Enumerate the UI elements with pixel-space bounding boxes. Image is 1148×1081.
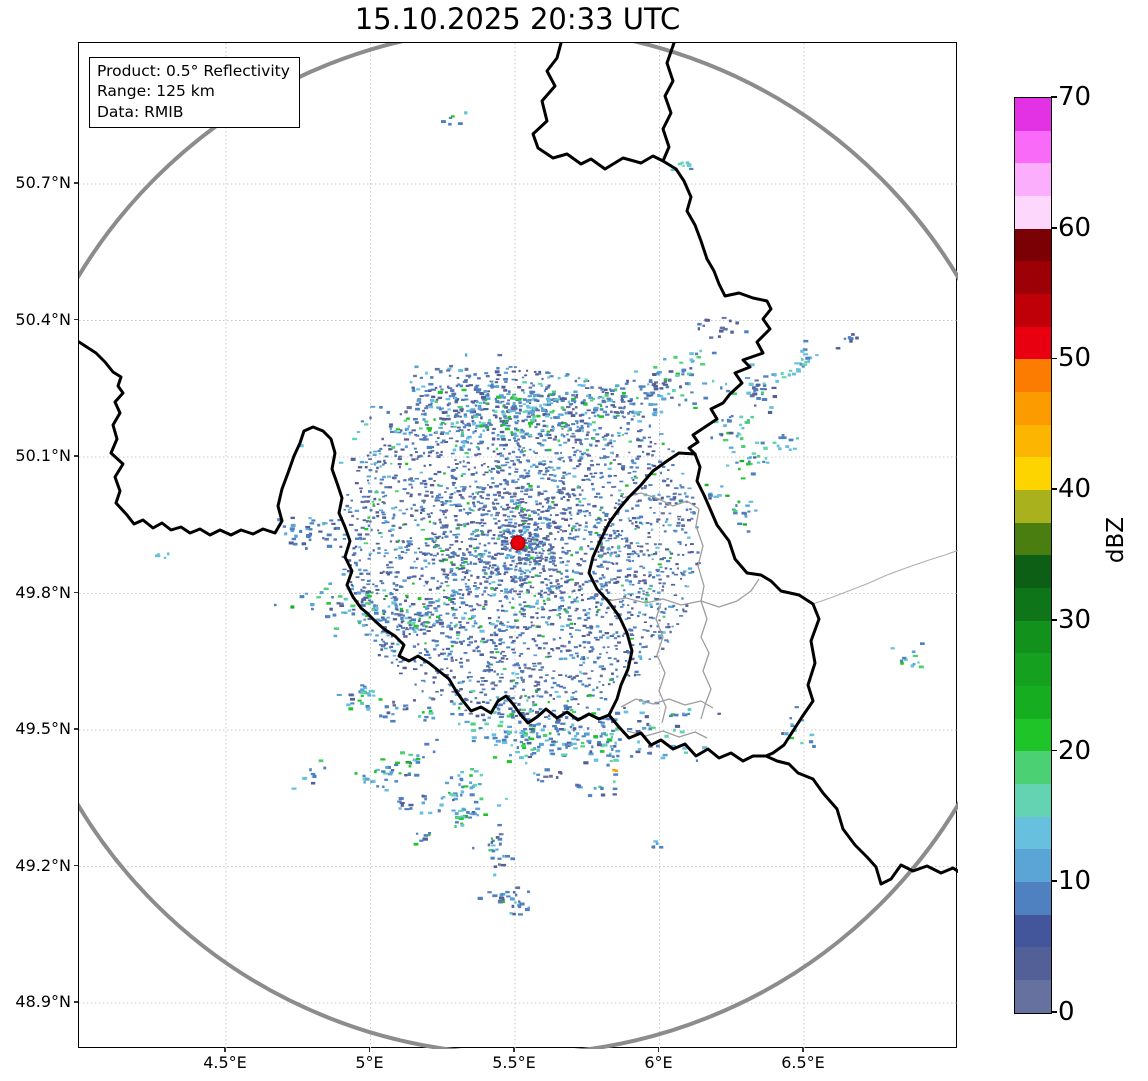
lat-tick-label: 49.2°N bbox=[15, 855, 71, 875]
lat-tick-mark bbox=[74, 864, 78, 867]
colorbar-cell bbox=[1015, 653, 1051, 687]
lat-tick-mark bbox=[74, 1001, 78, 1003]
info-box: Product: 0.5° Reflectivity Range: 125 km… bbox=[89, 57, 300, 129]
lon-tick-mark bbox=[802, 1048, 804, 1052]
colorbar-cell bbox=[1015, 816, 1051, 850]
colorbar-cell bbox=[1015, 261, 1051, 295]
border-be-lu bbox=[587, 451, 697, 717]
colorbar-cell bbox=[1015, 849, 1051, 883]
colorbar-tick-mark bbox=[1051, 96, 1057, 98]
colorbar-cell bbox=[1015, 620, 1051, 654]
colorbar-tick-mark bbox=[1051, 357, 1057, 360]
colorbar-cell bbox=[1015, 588, 1051, 621]
info-source: Data: RMIB bbox=[97, 102, 184, 121]
colorbar-tick-label: 10 bbox=[1058, 866, 1092, 897]
lat-tick-label: 50.7°N bbox=[15, 173, 71, 192]
lat-tick-mark bbox=[74, 591, 78, 594]
colorbar-cell bbox=[1015, 359, 1051, 393]
colorbar-cell bbox=[1015, 163, 1051, 197]
page-title: 15.10.2025 20:33 UTC bbox=[354, 2, 681, 36]
colorbar-cell bbox=[1015, 490, 1051, 523]
border-nl-de bbox=[661, 43, 676, 163]
lat-tick-label: 49.5°N bbox=[15, 719, 71, 738]
colorbar-cell bbox=[1015, 98, 1051, 131]
gridlines bbox=[79, 43, 958, 1049]
echo-layer bbox=[155, 111, 925, 916]
lon-tick-label: 6.5°E bbox=[781, 1053, 825, 1072]
colorbar-cell bbox=[1015, 980, 1051, 1013]
colorbar-cell bbox=[1015, 882, 1051, 915]
lon-tick-label: 6°E bbox=[644, 1053, 673, 1072]
colorbar-cell bbox=[1015, 522, 1051, 556]
border-be-nl bbox=[531, 43, 665, 171]
colorbar-cell bbox=[1015, 424, 1051, 458]
lon-tick-mark bbox=[368, 1048, 371, 1052]
colorbar-cell bbox=[1015, 784, 1051, 817]
colorbar bbox=[1014, 97, 1052, 1014]
lat-tick-label: 49.8°N bbox=[15, 582, 71, 602]
lon-tick-label: 5°E bbox=[355, 1053, 384, 1072]
colorbar-tick-label: 0 bbox=[1058, 997, 1075, 1027]
colorbar-tick-label: 50 bbox=[1058, 343, 1092, 374]
lat-tick-mark bbox=[74, 318, 78, 321]
colorbar-tick-mark bbox=[1051, 1011, 1057, 1013]
border-fr-de bbox=[764, 754, 958, 886]
colorbar-tick-mark bbox=[1051, 749, 1057, 752]
colorbar-cell bbox=[1015, 130, 1051, 164]
lat-tick-mark bbox=[74, 728, 78, 730]
border-fr-lu bbox=[607, 713, 768, 763]
colorbar-tick-mark bbox=[1051, 226, 1057, 229]
radar-site-marker bbox=[510, 535, 526, 551]
colorbar-tick-label: 30 bbox=[1058, 604, 1092, 635]
colorbar-tick-mark bbox=[1051, 619, 1057, 621]
colorbar-cell bbox=[1015, 457, 1051, 491]
border-be-de bbox=[661, 159, 773, 456]
colorbar-cell bbox=[1015, 718, 1051, 752]
radar-map bbox=[79, 43, 958, 1049]
colorbar-tick-mark bbox=[1051, 880, 1057, 883]
colorbar-cell bbox=[1015, 196, 1051, 229]
admin-borders bbox=[607, 492, 958, 739]
colorbar-cell bbox=[1015, 914, 1051, 948]
lat-tick-mark bbox=[74, 455, 78, 457]
colorbar-tick-label: 60 bbox=[1058, 212, 1092, 243]
colorbar-tick-label: 20 bbox=[1058, 735, 1092, 766]
colorbar-tick-label: 40 bbox=[1058, 474, 1092, 505]
colorbar-cell bbox=[1015, 555, 1051, 589]
info-product: Product: 0.5° Reflectivity bbox=[97, 62, 290, 80]
lat-tick-mark bbox=[74, 182, 78, 184]
border-fr-be bbox=[79, 340, 611, 725]
lat-tick-label: 50.4°N bbox=[15, 309, 71, 329]
colorbar-cell bbox=[1015, 228, 1051, 262]
colorbar-cell bbox=[1015, 686, 1051, 719]
colorbar-cell bbox=[1015, 751, 1051, 785]
lon-tick-mark bbox=[513, 1048, 515, 1052]
colorbar-cell bbox=[1015, 294, 1051, 327]
colorbar-tick-label: 70 bbox=[1058, 82, 1092, 112]
colorbar-tick-mark bbox=[1051, 488, 1057, 490]
lat-tick-label: 50.1°N bbox=[15, 446, 71, 465]
lon-tick-mark bbox=[224, 1048, 226, 1052]
colorbar-unit-label: dBZ bbox=[1103, 516, 1129, 564]
country-borders bbox=[79, 43, 958, 886]
lon-tick-label: 4.5°E bbox=[203, 1053, 247, 1072]
radar-map-panel: Product: 0.5° Reflectivity Range: 125 km… bbox=[78, 42, 958, 1049]
lon-tick-mark bbox=[657, 1048, 660, 1052]
colorbar-cell bbox=[1015, 392, 1051, 425]
border-lu-de bbox=[693, 452, 821, 758]
info-range: Range: 125 km bbox=[97, 82, 215, 101]
lat-tick-label: 48.9°N bbox=[15, 992, 71, 1011]
colorbar-cell bbox=[1015, 326, 1051, 360]
lon-tick-label: 5.5°E bbox=[492, 1053, 536, 1072]
colorbar-cell bbox=[1015, 947, 1051, 981]
